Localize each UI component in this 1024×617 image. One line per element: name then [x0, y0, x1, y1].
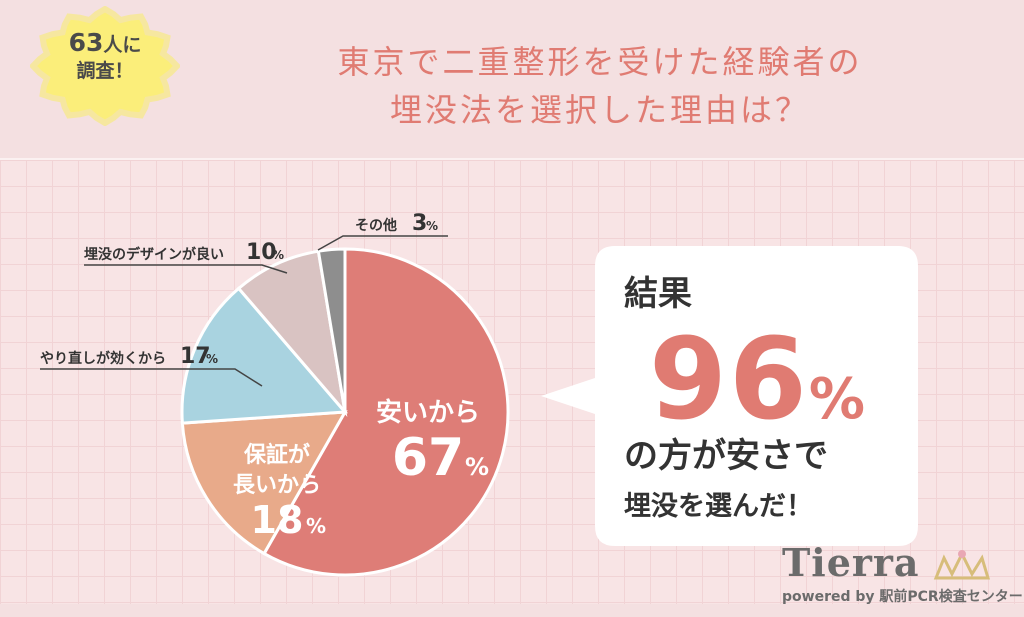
result-line1: の方が安さで: [624, 436, 828, 476]
logo-powered-by: powered by: [782, 589, 875, 605]
result-bubble: [541, 246, 918, 546]
logo-crown-icon: [933, 550, 991, 580]
title-line2: 埋没法を選択した理由は？: [389, 91, 810, 129]
badge-text: 63人に 調査！: [30, 30, 180, 84]
page-title: 東京で二重整形を受けた経験者の 埋没法を選択した理由は？: [200, 38, 1000, 134]
logo-sub: powered by 駅前PCR検査センター: [782, 586, 1023, 606]
header-band: [0, 0, 1024, 158]
logo-company: 駅前PCR検査センター: [879, 589, 1023, 605]
footer-band: [0, 604, 1024, 617]
logo-name: Tierra: [782, 540, 920, 585]
result-percent-value: 96: [649, 315, 809, 445]
result-line2: 埋没を選んだ！: [624, 491, 813, 522]
result-label: 結果: [624, 274, 692, 314]
header-divider: [0, 158, 1024, 160]
badge-shape: [30, 6, 180, 126]
badge-line2: 調査！: [76, 60, 134, 82]
result-percent: 96%: [624, 320, 892, 460]
badge-number: 63: [68, 28, 104, 57]
result-percent-unit: %: [808, 367, 867, 432]
badge-suffix: 人に: [103, 34, 142, 56]
title-line1: 東京で二重整形を受けた経験者の: [337, 43, 863, 81]
